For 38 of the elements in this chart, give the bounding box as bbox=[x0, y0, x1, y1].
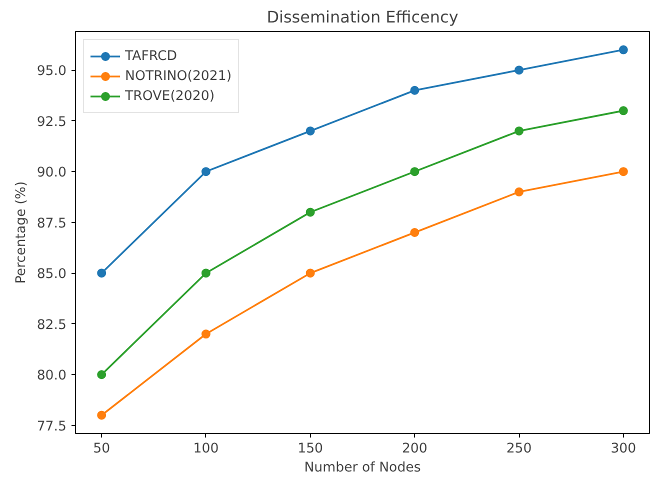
y-axis-title: Percentage (%) bbox=[14, 181, 29, 284]
x-tick-label: 50 bbox=[93, 442, 110, 456]
point bbox=[201, 167, 210, 176]
x-tick-label: 150 bbox=[298, 442, 324, 456]
point bbox=[514, 66, 524, 75]
point bbox=[618, 45, 628, 54]
point bbox=[201, 268, 210, 278]
y-tick-label: 90.0 bbox=[36, 166, 67, 181]
y-tick-label: 80.0 bbox=[36, 368, 67, 384]
point bbox=[514, 187, 524, 196]
point bbox=[201, 330, 210, 339]
x-axis-title: Number of Nodes bbox=[304, 460, 421, 476]
legend-label: TAFRCD bbox=[125, 48, 178, 64]
point bbox=[618, 167, 628, 176]
legend-label: NOTRINO(2021) bbox=[125, 68, 232, 84]
y-tick-label: 92.5 bbox=[36, 114, 67, 130]
point bbox=[97, 268, 106, 278]
point bbox=[410, 167, 420, 176]
point bbox=[306, 208, 315, 217]
x-tick-label: 250 bbox=[506, 442, 532, 456]
point bbox=[618, 106, 628, 116]
point bbox=[306, 268, 315, 278]
y-tick-label: 87.5 bbox=[36, 216, 67, 232]
point bbox=[97, 370, 106, 380]
legend-label: TROVE(2020) bbox=[125, 88, 215, 104]
y-tick-label: 95.0 bbox=[36, 64, 67, 80]
point bbox=[514, 126, 524, 136]
point bbox=[410, 228, 420, 237]
y-tick-label: 77.5 bbox=[36, 419, 67, 434]
x-tick-label: 300 bbox=[610, 442, 636, 456]
point bbox=[410, 86, 420, 95]
x-tick-label: 200 bbox=[402, 442, 428, 456]
y-tick-label: 82.5 bbox=[36, 318, 67, 333]
chart-title: Dissemination Efficency bbox=[266, 8, 458, 26]
x-tick-label: 100 bbox=[193, 442, 219, 456]
y-tick-label: 85.0 bbox=[36, 267, 67, 282]
point bbox=[97, 410, 106, 420]
point bbox=[306, 126, 315, 136]
